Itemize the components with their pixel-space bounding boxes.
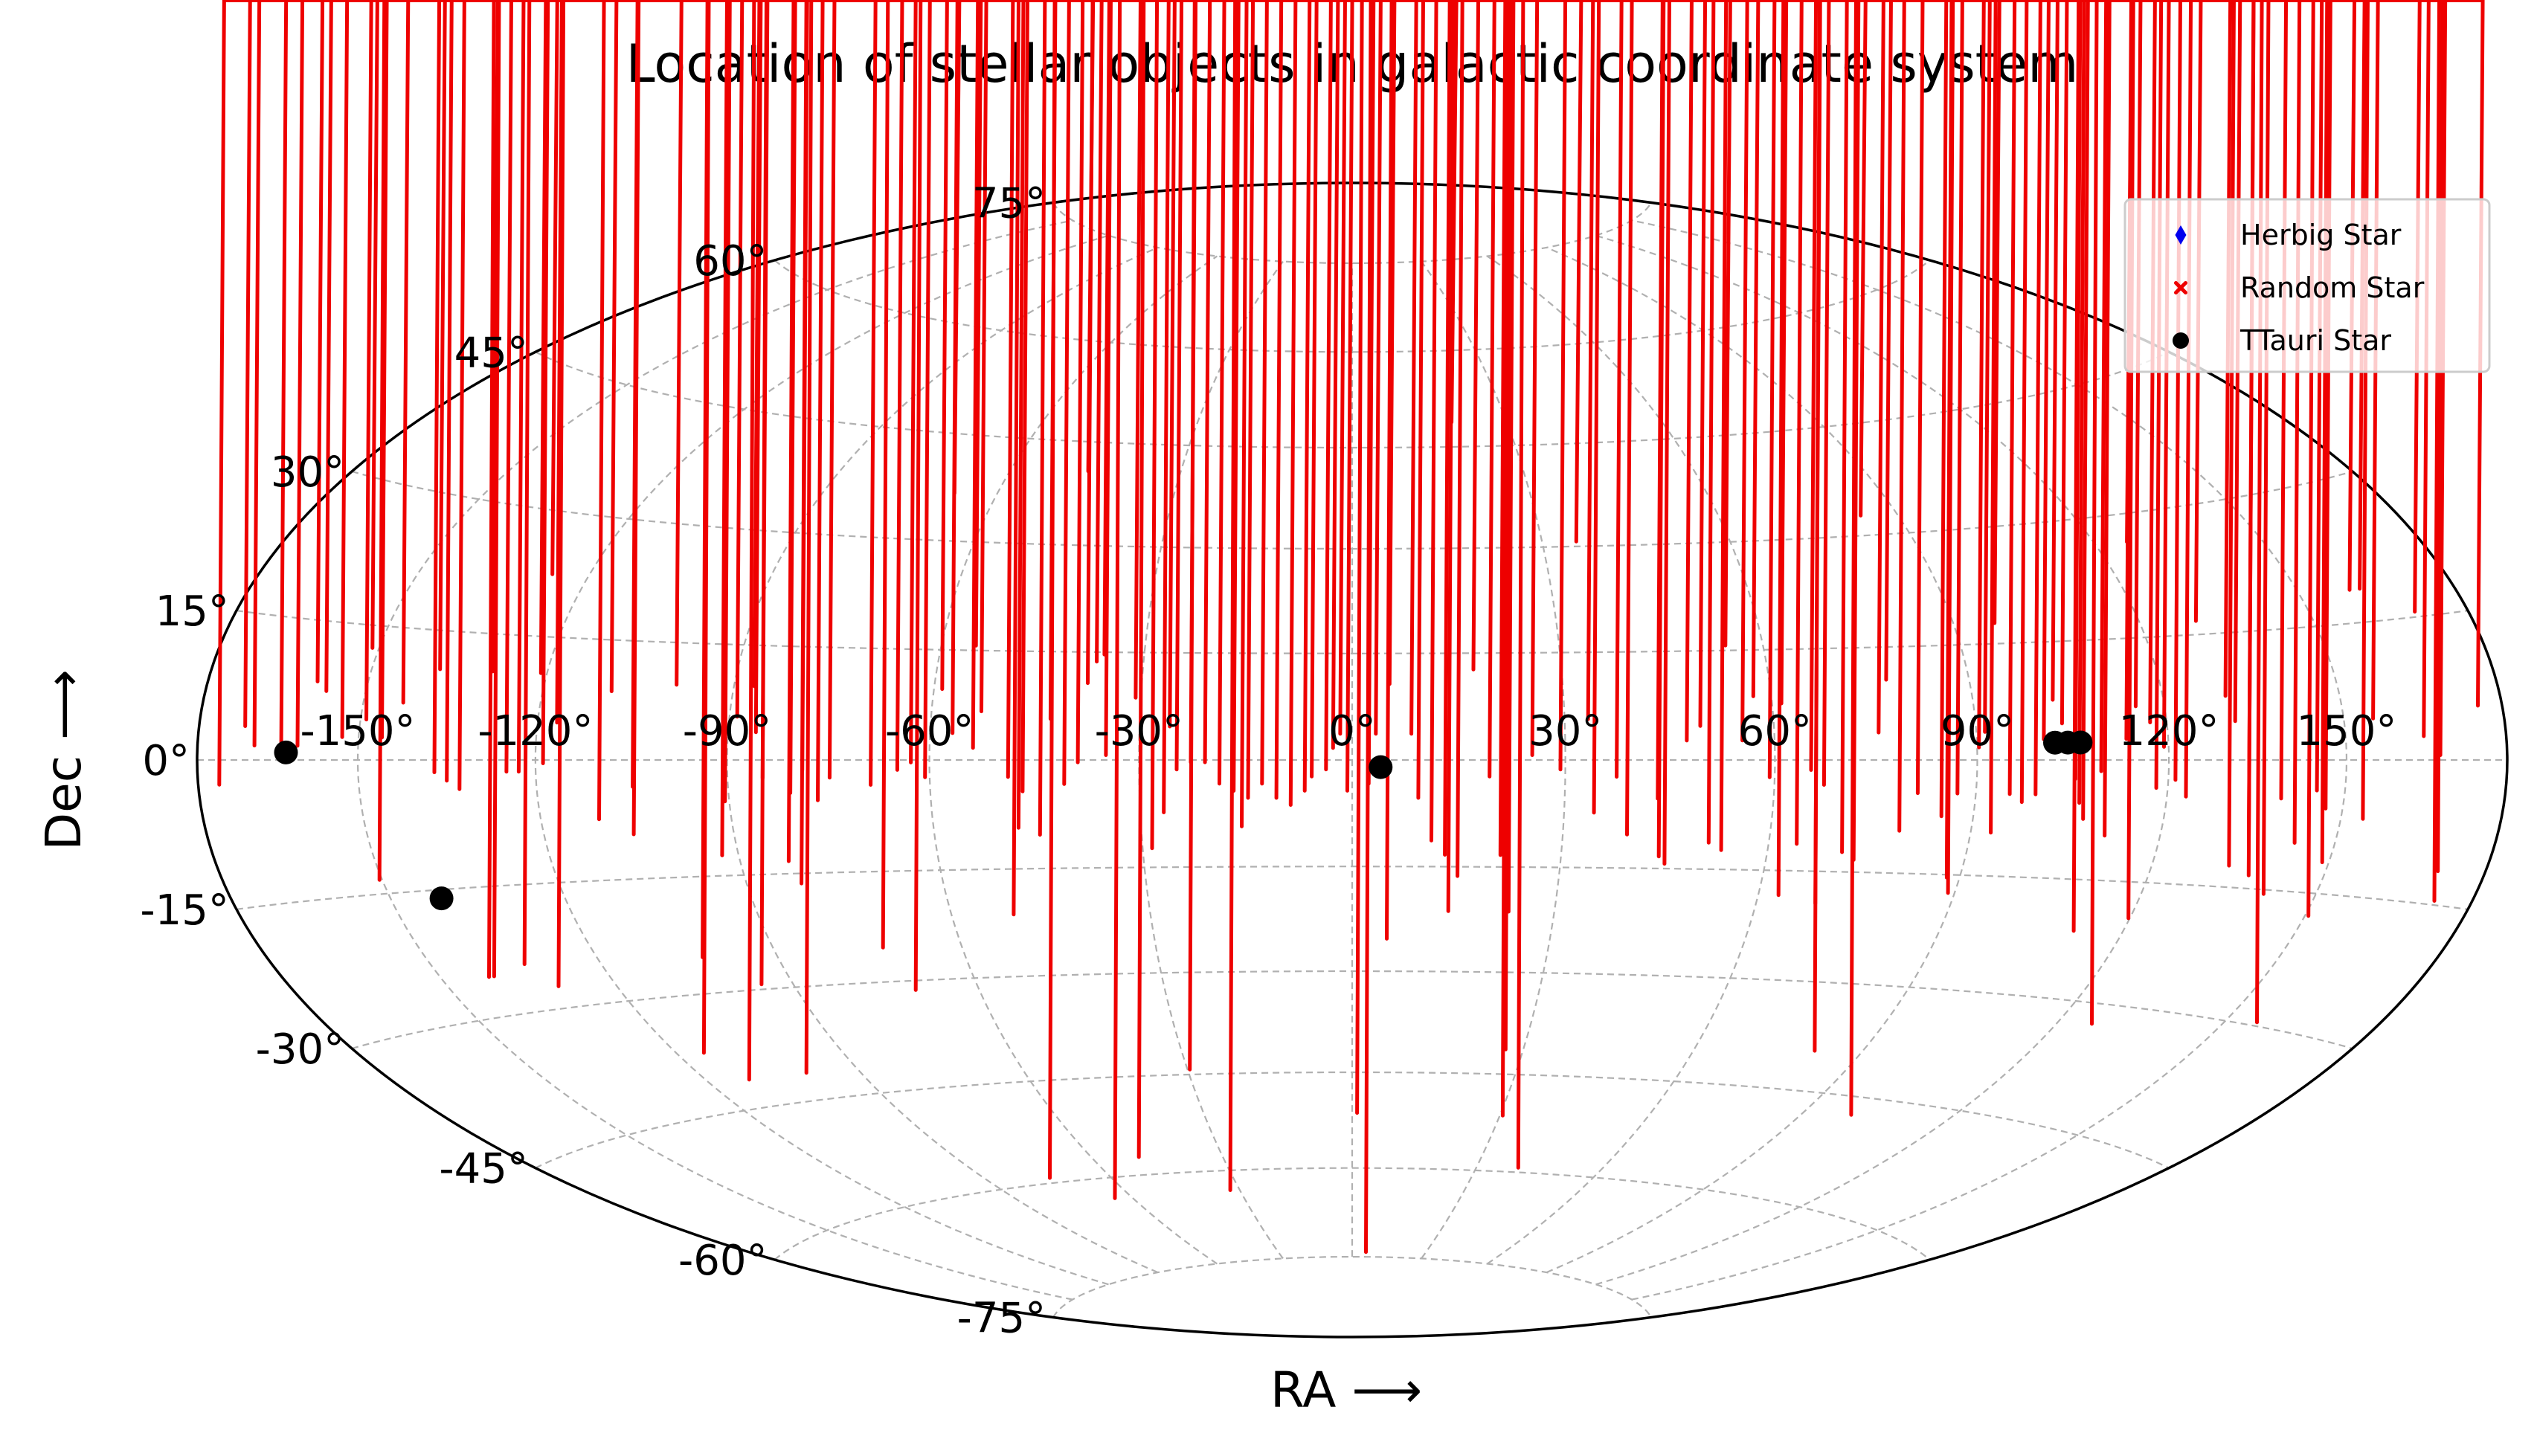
y-tick-label: 30° — [271, 448, 344, 497]
series-ttauri-star — [274, 730, 2093, 911]
point-random-star — [721, 0, 1058, 721]
x-tick-label: 120° — [2119, 707, 2219, 756]
y-tick-label: -15° — [140, 886, 228, 935]
y-tick-label: -30° — [256, 1025, 344, 1074]
legend-label: TTauri Star — [2239, 324, 2391, 357]
x-tick-label: 60° — [1738, 707, 1812, 756]
point-random-star — [794, 0, 1354, 793]
x-tick-label: 90° — [1940, 707, 2014, 756]
x-tick-label: 0° — [1328, 707, 1376, 756]
legend-marker — [2175, 225, 2187, 245]
parallel--45 — [535, 1071, 2170, 1169]
legend: Herbig Star Random Star TTauri Star — [2123, 198, 2491, 373]
point-random-star — [709, 0, 2485, 708]
y-tick-label: 0° — [142, 737, 190, 785]
point-ttauri-star — [429, 886, 454, 911]
parallel--30 — [351, 970, 2353, 1050]
point-ttauri-star — [1369, 755, 1393, 779]
legend-entry: TTauri Star — [2173, 324, 2391, 357]
legend-entry: Herbig Star — [2175, 219, 2402, 251]
parallel--60 — [774, 1167, 1931, 1260]
x-tick-label: -30° — [1095, 707, 1183, 756]
parallel-15 — [236, 610, 2469, 654]
x-axis-label: RA ⟶ — [1270, 1362, 1422, 1419]
point-ttauri-star — [274, 740, 298, 764]
parallel-45 — [535, 351, 2170, 449]
x-tick-label: -60° — [885, 707, 974, 756]
point-random-star — [609, 0, 698, 694]
point-random-star — [541, 0, 771, 765]
x-tick-label: 30° — [1528, 707, 1602, 756]
point-random-star — [1136, 0, 1165, 1159]
point-random-star — [786, 0, 869, 863]
legend-label: Herbig Star — [2240, 219, 2402, 251]
point-random-star — [917, 0, 1020, 917]
data-points — [210, 0, 2485, 1254]
point-random-star — [779, 0, 1624, 779]
y-tick-label: 45° — [454, 329, 528, 377]
legend-frame — [2123, 198, 2491, 373]
point-random-star — [786, 0, 1226, 786]
y-tick-label: -75° — [957, 1295, 1046, 1343]
point-ttauri-star — [2068, 730, 2093, 755]
x-tick-label: -150° — [300, 707, 415, 756]
series-random-star — [217, 0, 2485, 1254]
y-tick-label: -45° — [439, 1145, 527, 1194]
point-random-star — [649, 0, 983, 648]
point-random-star — [1052, 0, 1513, 1051]
legend-entry: Random Star — [2174, 271, 2425, 304]
y-tick-labels: -75° -60° -45° -30° -15° 0° 15° 30° 45° 60° 75° — [140, 179, 1046, 1342]
legend-marker — [2173, 332, 2189, 349]
x-tick-label: -120° — [478, 707, 593, 756]
point-random-star — [758, 0, 1113, 757]
point-random-star — [782, 0, 2182, 782]
x-tick-labels: -150° -120° -90° -60° -30° 0° 30° 60° 90° 120° 150… — [300, 707, 2396, 756]
legend-label: Random Star — [2240, 271, 2425, 304]
y-tick-label: 75° — [972, 179, 1046, 228]
point-random-star — [819, 0, 1949, 819]
meridian-120 — [1595, 234, 2170, 1286]
point-random-star — [729, 0, 1708, 728]
y-tick-label: 60° — [693, 237, 767, 286]
x-tick-label: 150° — [2297, 707, 2397, 756]
legend-marker — [2174, 281, 2187, 294]
y-tick-label: 15° — [155, 587, 229, 636]
parallel--15 — [236, 866, 2469, 910]
point-random-star — [686, 0, 1095, 686]
y-axis-label: Dec ⟶ — [35, 669, 92, 850]
point-random-star — [555, 0, 730, 725]
meridian-150 — [1631, 219, 2348, 1301]
point-random-star — [1193, 0, 1238, 1192]
y-tick-label: -60° — [678, 1237, 767, 1285]
x-tick-label: -90° — [683, 707, 771, 756]
point-random-star — [675, 0, 692, 687]
point-random-star — [550, 0, 582, 576]
